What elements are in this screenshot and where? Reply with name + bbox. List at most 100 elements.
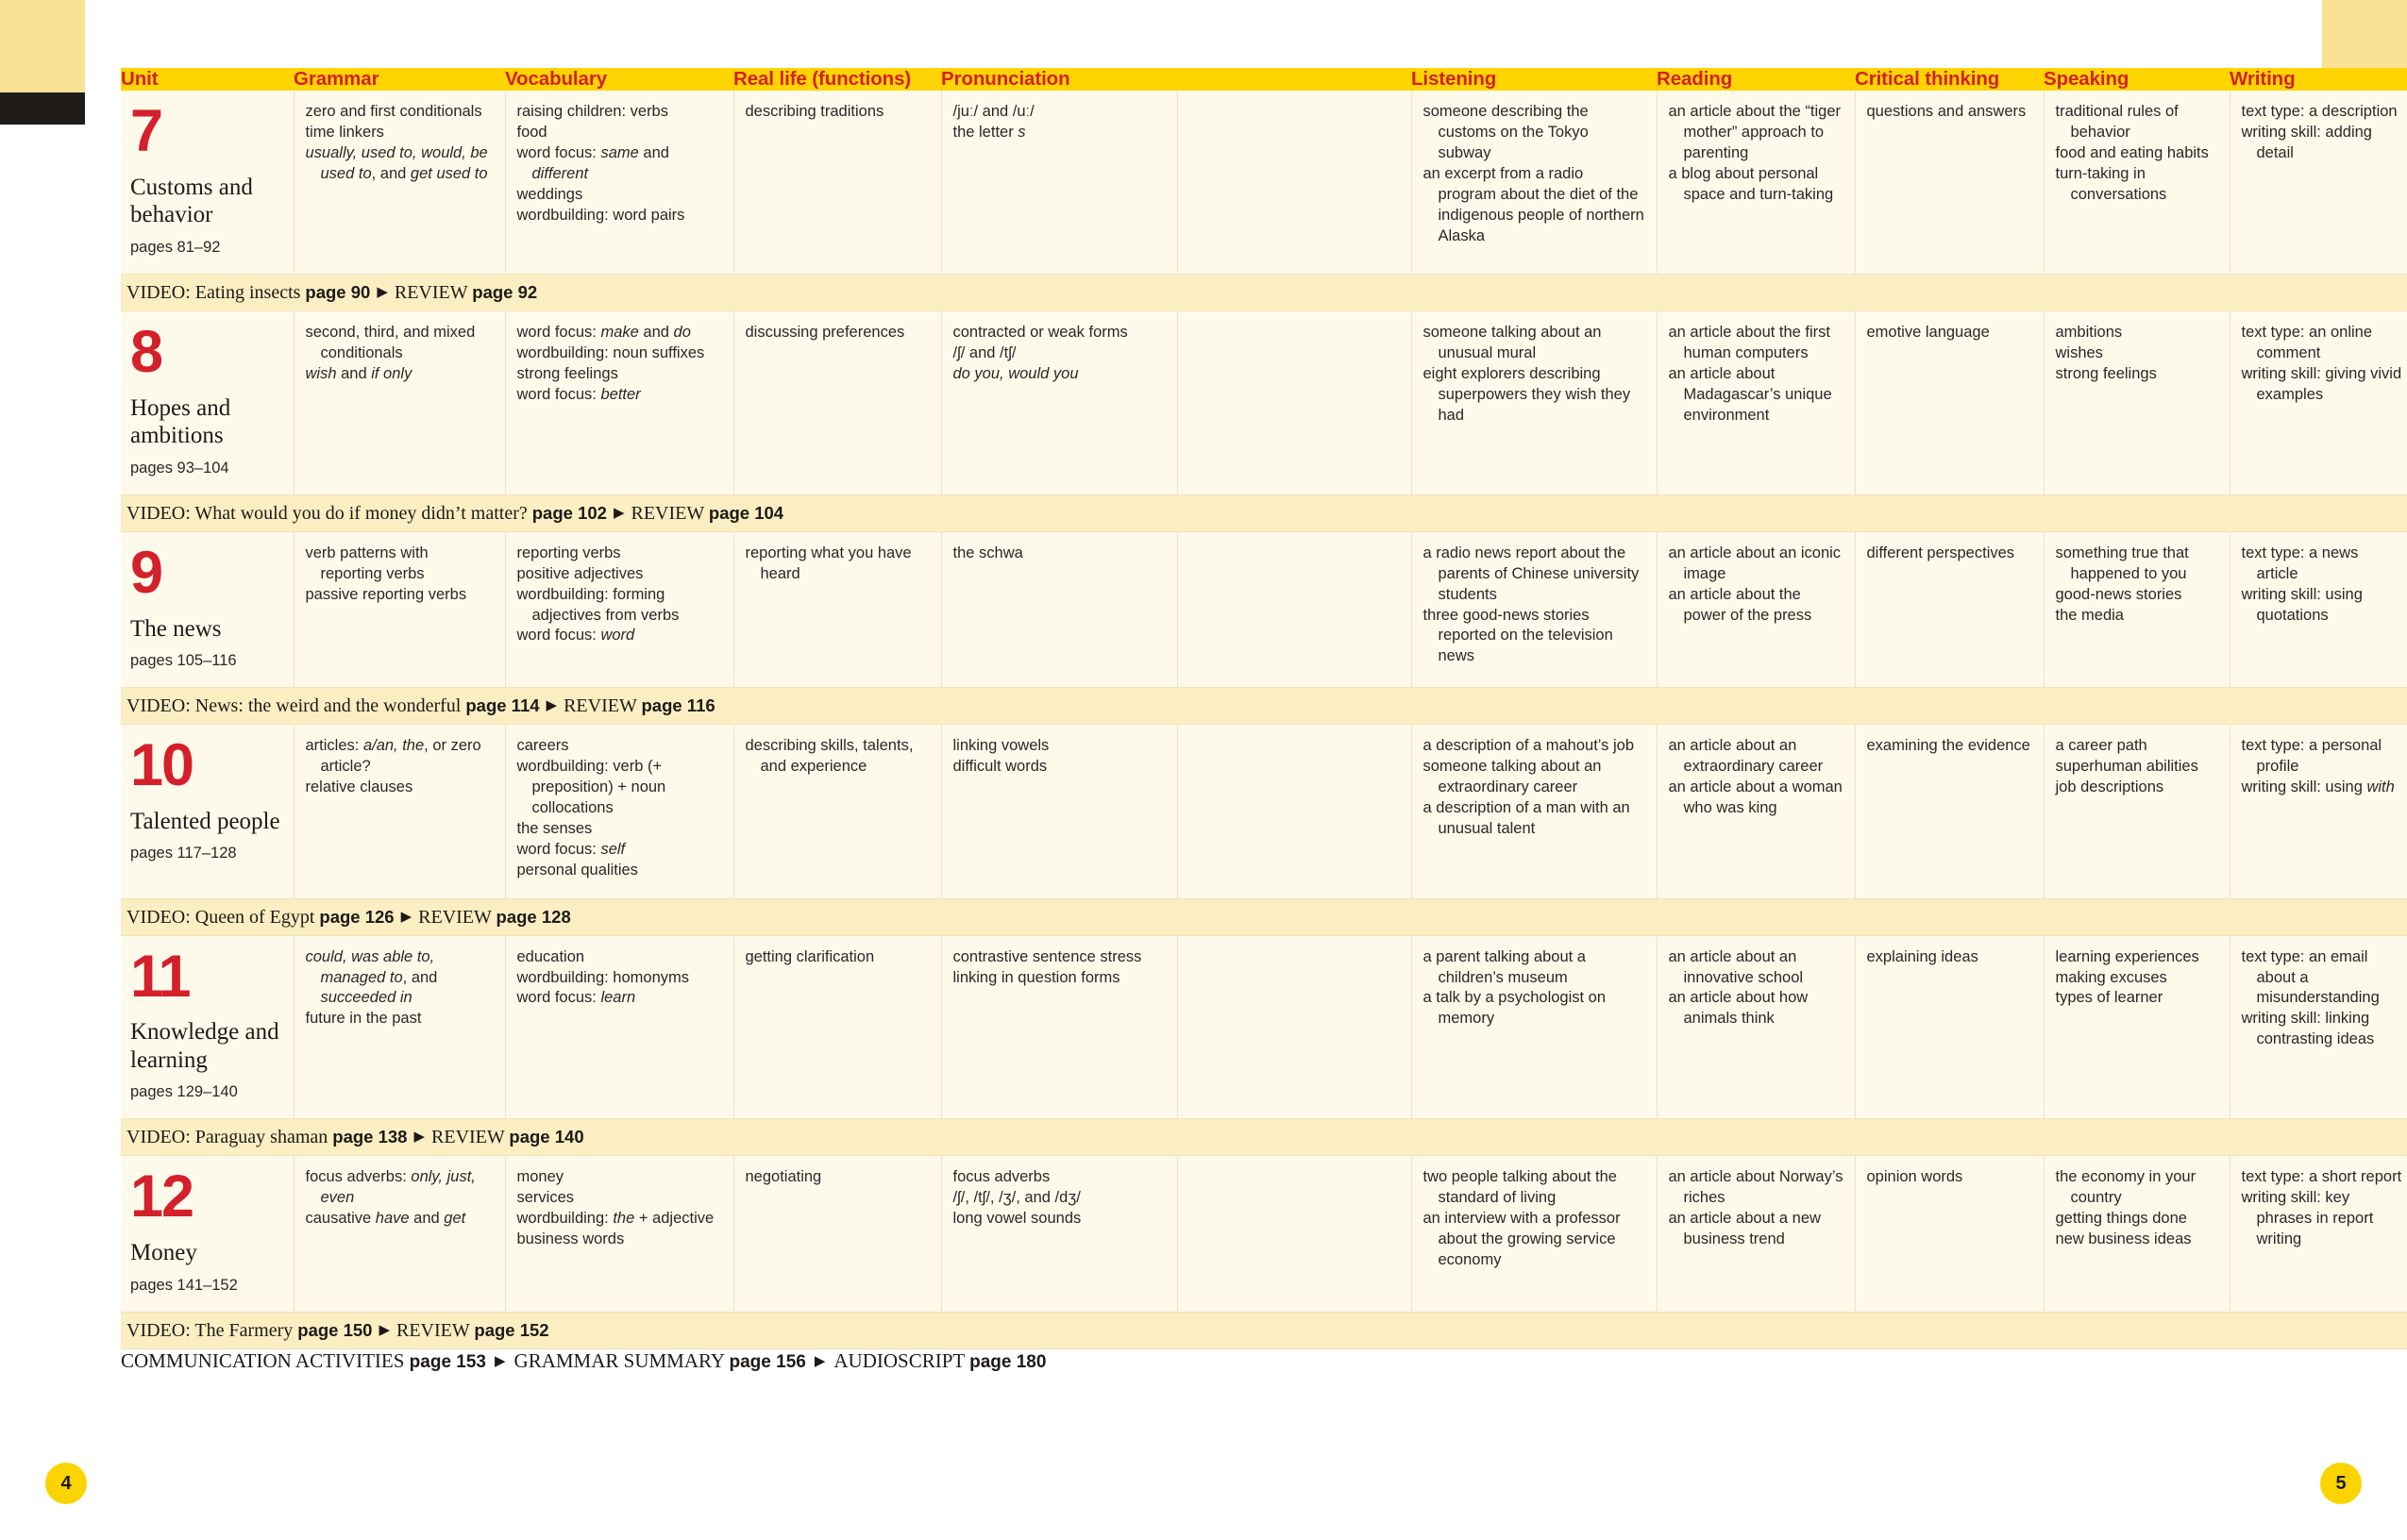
video-page[interactable]: page 114	[465, 695, 540, 716]
cell-line: reporting verbs	[516, 544, 621, 561]
unit-11-real-life-cell: getting clarification	[733, 935, 942, 1119]
review-page[interactable]: page 92	[472, 281, 538, 302]
cell-line: do you, would you	[952, 364, 1079, 382]
cell-line: wordbuilding: noun suffixes	[516, 343, 705, 361]
column-header-grammar: Grammar	[294, 68, 379, 90]
corner-decoration-top-left-black	[0, 92, 85, 125]
video-line: VIDEO: Paraguay shaman page 138 ▶ REVIEW p…	[126, 1126, 2407, 1148]
unit-9-critical-thinking-cell-list: different perspectives	[1867, 544, 2032, 564]
video-title[interactable]: The Farmery	[194, 1319, 294, 1341]
unit-12-vocabulary-cell: money services wordbuilding: the + adjecti…	[505, 1155, 734, 1313]
video-review-cell: VIDEO: The Farmery page 150 ▶ REVIEW page …	[121, 1311, 2407, 1349]
column-header-unit: Unit	[121, 68, 159, 90]
video-title[interactable]: What would you do if money didn’t matter…	[194, 502, 528, 524]
cell-line: writing skill: giving vivid examples	[2241, 364, 2402, 403]
unit-7-writing-cell-list: text type: a description writing skill: a…	[2242, 102, 2404, 164]
footer-link-page[interactable]: page 180	[969, 1351, 1047, 1372]
video-page[interactable]: page 126	[319, 906, 395, 927]
cell-line: business words	[516, 1230, 625, 1248]
unit-9-writing-cell-list: text type: a news article writing skill: …	[2242, 544, 2404, 627]
video-title[interactable]: Paraguay shaman	[194, 1127, 328, 1148]
unit-row: 8 Hopes and ambitions pages 93–104 second, …	[121, 310, 2407, 495]
video-page[interactable]: page 90	[305, 281, 371, 302]
unit-11-reading-cell: an article about an innovative school an …	[1657, 935, 1856, 1119]
unit-10-reading-cell: an article about an extraordinary career…	[1657, 724, 1856, 899]
footer-link-label[interactable]: GRAMMAR SUMMARY	[513, 1348, 730, 1372]
unit-11-critical-thinking-cell-list: explaining ideas	[1867, 947, 2032, 968]
unit-12-writing-cell-list: text type: a short report writing skill: …	[2242, 1167, 2404, 1250]
cell-line: turn-taking in conversations	[2055, 164, 2167, 203]
unit-pages: pages 129–140	[130, 1083, 238, 1101]
cell-line: an interview with a professor about the …	[1422, 1210, 1621, 1269]
triangle-right-icon: ▶	[814, 1353, 826, 1369]
review-label: REVIEW	[431, 1127, 505, 1148]
footer-link-label[interactable]: COMMUNICATION ACTIVITIES	[121, 1348, 410, 1372]
cell-line: learning experiences	[2055, 947, 2199, 965]
cell-line: questions and answers	[1866, 103, 2027, 120]
video-review-cell: VIDEO: News: the weird and the wonderful…	[121, 687, 2407, 726]
unit-12-real-life-cell-list: negotiating	[746, 1167, 930, 1188]
video-page[interactable]: page 102	[531, 502, 607, 523]
review-page[interactable]: page 104	[708, 502, 784, 523]
cell-line: reporting what you have heard	[745, 544, 912, 582]
cell-line: negotiating	[745, 1168, 822, 1186]
unit-7-speaking-cell-list: traditional rules of behavior food and ea…	[2056, 102, 2218, 206]
review-page[interactable]: page 140	[509, 1127, 584, 1147]
review-page[interactable]: page 128	[496, 906, 571, 927]
cell-line: a radio news report about the parents of…	[1422, 544, 1640, 603]
header-row: Unit Grammar Vocabulary Real life (funct…	[121, 68, 2407, 91]
unit-title: Talented people	[130, 808, 280, 834]
unit-9-real-life-cell-list: reporting what you have heard	[746, 544, 930, 585]
triangle-right-icon: ▶	[400, 909, 412, 925]
footer-link-page[interactable]: page 153	[409, 1351, 486, 1372]
unit-7-pronunciation-cell-list: /juː/ and /uː/the letter s	[953, 102, 1166, 143]
cell-line: eight explorers describing superpowers t…	[1422, 364, 1631, 424]
cell-line: future in the past	[305, 1010, 422, 1028]
triangle-right-icon: ▶	[613, 505, 625, 521]
video-review-row: VIDEO: Queen of Egypt page 126 ▶ REVIEW pa…	[121, 897, 2407, 936]
page-number-left: 4	[45, 1463, 87, 1504]
unit-11-grammar-cell: could, was able to, managed to, and succ…	[294, 935, 506, 1119]
video-title[interactable]: Eating insects	[194, 281, 301, 303]
unit-10-critical-thinking-cell-list: examining the evidence	[1867, 736, 2032, 757]
unit-7-grammar-cell: zero and first conditionals time linkers u…	[294, 91, 506, 275]
cell-line: traditional rules of behavior	[2055, 103, 2179, 141]
video-page[interactable]: page 150	[297, 1319, 373, 1340]
video-page[interactable]: page 138	[332, 1127, 408, 1147]
cell-line: writing skill: linking contrasting ideas	[2241, 1010, 2375, 1048]
unit-9-critical-thinking-cell: different perspectives	[1855, 531, 2045, 688]
unit-7-listening-cell-list: someone describing the customs on the To…	[1423, 102, 1645, 247]
cell-line: an article about an iconic image	[1668, 544, 1842, 582]
cell-line: an article about the power of the press	[1668, 585, 1812, 624]
cell-line: word focus: learn	[516, 989, 636, 1007]
cell-line: writing skill: using quotations	[2241, 585, 2363, 624]
cell-line: an excerpt from a radio program about th…	[1422, 164, 1644, 244]
footer-link-page[interactable]: page 156	[729, 1351, 806, 1372]
column-header-vocabulary: Vocabulary	[505, 68, 607, 90]
unit-number: 11	[130, 943, 192, 1010]
footer-link-label[interactable]: AUDIOSCRIPT	[833, 1348, 970, 1372]
cell-line: passive reporting verbs	[305, 585, 467, 603]
unit-7-writing-cell: text type: a description writing skill: a…	[2230, 91, 2407, 275]
unit-cell: 9 The news pages 105–116	[121, 531, 295, 688]
unit-7-vocabulary-cell-list: raising children: verbs food word focus: s…	[517, 102, 722, 226]
unit-number: 9	[130, 539, 163, 606]
review-page[interactable]: page 152	[474, 1319, 549, 1340]
video-title[interactable]: News: the weird and the wonderful	[194, 695, 462, 717]
cell-line: usually, used to, would, be used to, and…	[305, 143, 488, 182]
review-page[interactable]: page 116	[641, 695, 715, 716]
unit-11-blank-cell	[1177, 935, 1412, 1119]
unit-10-real-life-cell-list: describing skills, talents, and experien…	[746, 736, 930, 778]
review-label: REVIEW	[396, 1319, 470, 1341]
cell-line: /juː/ and /uː/	[952, 103, 1035, 120]
cell-line: raising children: verbs	[516, 103, 669, 120]
unit-7-listening-cell: someone describing the customs on the To…	[1411, 91, 1658, 275]
cell-line: /ʃ/, /tʃ/, /ʒ/, and /dʒ/	[952, 1189, 1081, 1207]
unit-10-critical-thinking-cell: examining the evidence	[1855, 724, 2045, 899]
unit-number: 10	[130, 732, 194, 799]
video-title[interactable]: Queen of Egypt	[194, 906, 315, 928]
cell-line: contrastive sentence stress	[952, 947, 1142, 965]
unit-12-reading-cell-list: an article about Norway’s riches an artic…	[1669, 1167, 1843, 1250]
unit-7-reading-cell-list: an article about the “tiger mother” appr…	[1669, 102, 1843, 206]
cell-line: new business ideas	[2055, 1230, 2192, 1248]
